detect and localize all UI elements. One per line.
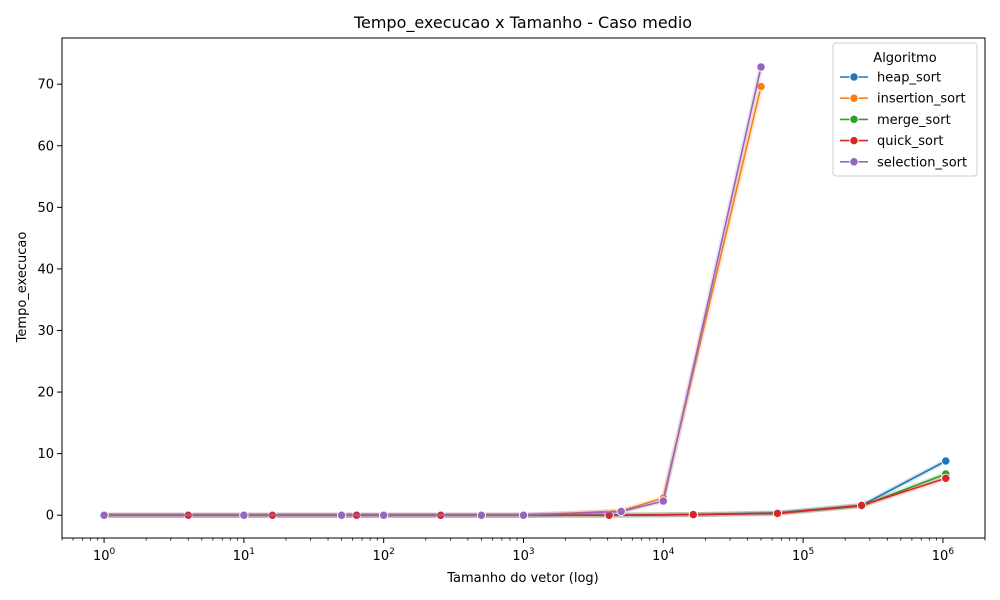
data-point-selection_sort: [379, 510, 389, 520]
series-band-insertion_sort: [104, 86, 764, 518]
x-tick-exponent: 6: [948, 547, 954, 557]
x-tick-base: 10: [652, 549, 669, 564]
x-tick-label: 104: [652, 547, 675, 564]
x-axis: 100 101 102 103 104 105 106: [61, 538, 986, 564]
x-tick-base: 10: [233, 549, 250, 564]
x-tick-exponent: 2: [389, 547, 395, 557]
y-tick-label: 10: [37, 447, 54, 462]
y-tick-label: 30: [37, 324, 54, 339]
y-tick-label: 70: [37, 78, 54, 93]
y-tick-label: 20: [37, 386, 54, 401]
data-point-selection_sort: [336, 510, 347, 520]
data-point-selection_sort: [476, 510, 487, 520]
data-point-selection_sort: [658, 496, 668, 506]
x-tick-label: 100: [93, 547, 116, 564]
legend-box: [832, 42, 978, 177]
x-tick-exponent: 3: [529, 547, 535, 557]
legend-label-insertion_sort: insertion_sort: [877, 92, 966, 107]
series-band-selection_sort: [104, 66, 764, 518]
y-tick-label: 60: [37, 139, 54, 154]
legend-label-heap_sort: heap_sort: [877, 71, 941, 86]
x-tick-base: 10: [93, 549, 110, 564]
series-line-selection_sort: [104, 66, 762, 517]
legend-label-merge_sort: merge_sort: [877, 113, 951, 128]
data-point-selection_sort: [518, 510, 529, 520]
plot-area: [99, 62, 951, 520]
data-point-quick_sort: [604, 510, 614, 520]
legend-title: Algoritmo: [873, 51, 936, 66]
data-point-heap_sort: [941, 456, 951, 466]
chart-title: Tempo_execucao x Tamanho - Caso medio: [353, 13, 692, 33]
legend-marker-insertion_sort: [849, 93, 859, 103]
x-tick-exponent: 0: [109, 547, 115, 557]
data-point-quick_sort: [688, 509, 698, 520]
x-tick-exponent: 1: [249, 547, 255, 557]
y-tick-label: 50: [37, 201, 54, 216]
data-point-selection_sort: [756, 62, 766, 72]
legend-marker-heap_sort: [849, 72, 859, 82]
data-point-quick_sort: [772, 508, 783, 519]
y-tick-label: 40: [37, 262, 54, 277]
x-tick-label: 103: [512, 547, 534, 564]
x-tick-base: 10: [512, 549, 529, 564]
plot-frame: [61, 37, 986, 539]
legend-label-selection_sort: selection_sort: [877, 155, 967, 170]
data-point-selection_sort: [239, 510, 249, 520]
x-axis-label: Tamanho do vetor (log): [446, 571, 598, 586]
x-tick-label: 105: [792, 547, 814, 564]
y-axis: 0 10 20 30 40 50 60 70: [37, 78, 62, 524]
series-line-quick_sort: [104, 477, 947, 517]
series-line-insertion_sort: [104, 86, 762, 517]
data-point-quick_sort: [856, 500, 867, 511]
x-tick-label: 102: [373, 547, 395, 564]
legend-marker-selection_sort: [849, 157, 859, 167]
data-point-selection_sort: [99, 510, 109, 520]
y-tick-label: 0: [46, 509, 54, 524]
legend-label-quick_sort: quick_sort: [877, 134, 943, 149]
x-tick-exponent: 4: [669, 547, 675, 557]
legend-marker-merge_sort: [849, 114, 859, 125]
data-point-quick_sort: [941, 473, 951, 483]
x-tick-label: 106: [932, 547, 955, 564]
x-tick-exponent: 5: [809, 547, 815, 557]
data-point-selection_sort: [616, 506, 626, 517]
legend-marker-quick_sort: [849, 135, 859, 146]
x-tick-base: 10: [373, 549, 390, 564]
x-tick-label: 101: [233, 547, 255, 564]
x-tick-base: 10: [932, 549, 949, 564]
legend: Algoritmo heap_sort insertion_sort merge_s…: [832, 42, 978, 177]
x-tick-base: 10: [792, 549, 809, 564]
y-axis-label: Tempo_execucao: [15, 232, 30, 344]
